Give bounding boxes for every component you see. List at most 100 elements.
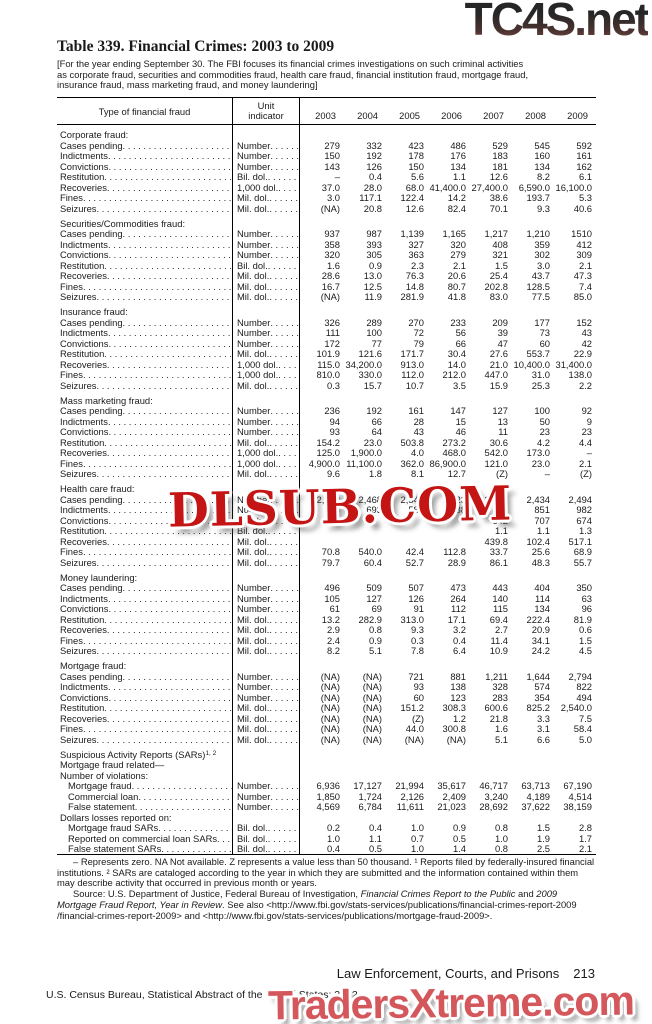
table-row: IndictmentsNumber 358 393 327 320 408 359 412 (57, 239, 596, 250)
value-cell: (Z) (580, 468, 592, 480)
value-cell: (NA) (446, 733, 466, 745)
value-cell: 0.4 (368, 171, 382, 183)
unit-cell: Mil. dol. (233, 192, 300, 204)
value-cell: 46,717 (479, 780, 508, 792)
value-cells: 105 127 126 264 140 114 63 (300, 593, 596, 604)
value-cell: 28.6 (321, 270, 340, 282)
unit-cell (233, 218, 300, 229)
row-label: Cases pending (57, 671, 233, 682)
value-cell: 25.4 (489, 270, 508, 282)
dot-leader (270, 671, 299, 682)
unit-cell: Number (233, 780, 300, 791)
value-cell: 1.5 (494, 259, 508, 271)
value-cell: 11.4 (490, 634, 508, 646)
col-header-type: Type of financial fraud (57, 98, 233, 124)
table-row: FinesMil. dol. 70.8 540.0 42.4 112.8 33.7 25.6… (57, 546, 596, 558)
section-gap (57, 479, 596, 484)
value-cell: 13 (497, 415, 508, 427)
unit-cell: 1,000 dol. (233, 447, 300, 458)
dot-leader (269, 646, 299, 657)
value-cells: 61 69 91 112 115 134 96 (300, 603, 596, 615)
value-cell: 14.2 (447, 192, 466, 204)
unit-cell (233, 660, 300, 671)
value-cells: 358 393 327 320 408 359 412 (300, 239, 596, 250)
value-cell: (Z) (496, 468, 508, 480)
value-cell: 540.0 (358, 546, 382, 558)
value-cell: 1.1 (368, 832, 382, 844)
table-row: Cases pendingNumber 236 192 161 147 127 100 92 (57, 405, 596, 416)
value-cells: (NA) (NA) 721 881 1,211 1,644 2,794 (300, 671, 596, 682)
value-cell: 176 (450, 150, 466, 162)
value-cell: 2.9 (326, 624, 340, 636)
value-cell: 404 (534, 582, 550, 594)
value-cells: 496 509 507 473 443 404 350 (300, 582, 596, 594)
dot-leader (104, 437, 232, 448)
dot-leader (96, 292, 232, 303)
unit-cell: Mil. dol. (233, 557, 300, 568)
value-cell: 2,547 (400, 493, 424, 505)
value-cell: 0.8 (368, 624, 382, 636)
value-cells: 0.4 0.5 1.0 1.4 0.8 2.5 2.1 (300, 843, 596, 854)
row-label: Health care fraud: (57, 483, 233, 494)
value-cell: 509 (366, 582, 382, 594)
dot-leader (161, 844, 232, 855)
row-label: Convictions (57, 161, 233, 172)
value-cells: 3.0 117.1 122.4 14.2 38.6 193.7 5.3 (300, 192, 596, 204)
row-label: Restitution (57, 702, 233, 713)
value-cells: (NA) (NA) (Z) 1.2 21.8 3.3 7.5 (300, 713, 596, 724)
dot-leader (269, 193, 299, 204)
dot-leader (135, 802, 232, 813)
row-label: Seizures (57, 291, 233, 303)
value-cells (300, 572, 596, 583)
value-cell: 0.3 (326, 379, 340, 391)
table-row: Recoveries1,000 dol. 125.0 1,900.0 4.0 468.0… (57, 447, 596, 459)
notes-block: – Represents zero. NA Not available. Z r… (57, 856, 596, 921)
dot-leader (270, 416, 299, 427)
value-cell: 326 (324, 316, 340, 328)
value-cell: 4.0 (410, 447, 424, 459)
dot-leader (269, 281, 299, 292)
value-cell: 7.8 (410, 645, 424, 657)
table-row: Cases pendingNumber 279 332 423 486 529 545 592 (57, 140, 596, 151)
value-cell: 101.9 (316, 348, 340, 360)
unit-cell: Number (233, 671, 300, 682)
value-cell: (NA) (362, 712, 382, 724)
value-cell: 0.3 (410, 634, 424, 646)
unit-cell: Bil. dol. (233, 171, 300, 182)
dot-leader (158, 823, 232, 834)
dot-leader (96, 734, 232, 745)
value-cell: 447.0 (484, 369, 508, 381)
value-cell: 13.2 (321, 613, 340, 625)
value-cells: 236 192 161 147 127 100 92 (300, 405, 596, 416)
value-cell: 112.0 (401, 369, 424, 381)
value-cell: 77 (371, 337, 382, 349)
dot-leader (108, 328, 232, 339)
value-cell: (NA) (362, 670, 382, 682)
value-cell: 937 (324, 228, 340, 240)
value-cells: 94 66 28 15 13 50 9 (300, 416, 596, 427)
row-label: Money laundering: (57, 572, 233, 583)
row-label: Corporate fraud: (57, 129, 233, 140)
row-label: Seizures (57, 203, 233, 214)
dot-leader (269, 203, 299, 214)
dot-leader (268, 844, 299, 855)
dot-leader (270, 682, 299, 693)
value-cell: 5.3 (578, 192, 592, 204)
dot-leader (270, 583, 299, 594)
value-cell: 193.7 (526, 192, 550, 204)
value-cell: 913.0 (400, 358, 424, 370)
value-cell: 1.3 (578, 525, 592, 537)
value-cell: 34,200.0 (345, 358, 383, 370)
value-cell: 3.3 (536, 712, 550, 724)
row-label: Indictments (57, 593, 233, 604)
unit-cell: Mil. dol. (233, 546, 300, 557)
value-cell: 721 (408, 670, 424, 682)
value-cell: 79.7 (321, 556, 340, 568)
value-cell: 3.2 (452, 624, 466, 636)
value-cells: (NA) (NA) 151.2 308.3 600.6 825.2 2,540.0 (300, 702, 596, 713)
value-cell: 21,023 (437, 801, 466, 813)
value-cell: 41,400.0 (429, 181, 467, 193)
value-cell: 115 (493, 603, 508, 615)
table-row: IndictmentsNumber 150 192 178 176 183 160 161 (57, 150, 596, 162)
row-label: Fines (57, 546, 233, 557)
